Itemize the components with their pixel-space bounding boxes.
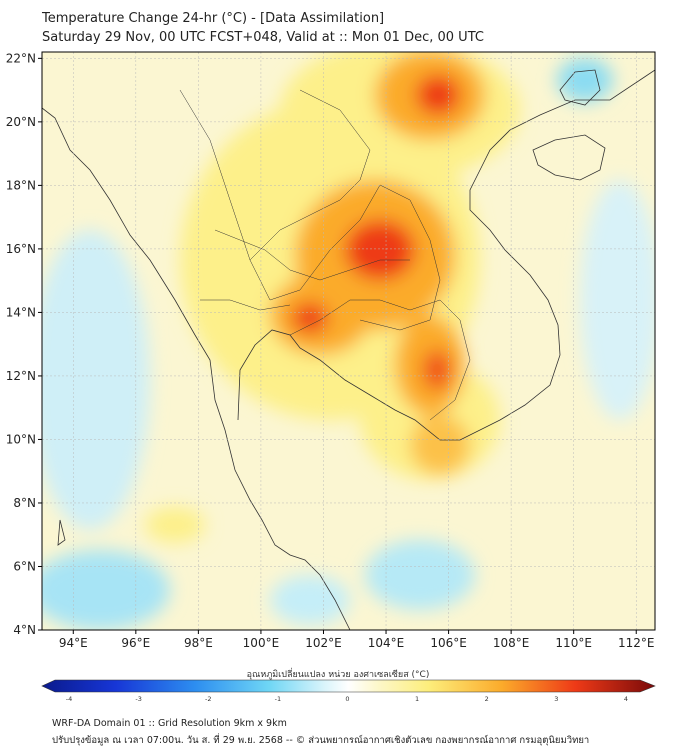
cool-gulf-west — [270, 575, 350, 625]
hainan-island — [532, 134, 606, 181]
red-core-coast — [292, 303, 328, 333]
border-line-3 — [289, 299, 471, 421]
lon-tick-label: 104°E — [368, 636, 405, 650]
lat-tick-label: 10°N — [6, 432, 36, 446]
cool-hainan — [557, 58, 613, 102]
graticule — [38, 52, 655, 634]
colorbar-title: อุณหภูมิเปลี่ยนแปลง หน่วย องศาเซลเซียส (… — [246, 670, 430, 680]
lat-tick-label: 20°N — [6, 115, 36, 129]
border-line-4 — [214, 229, 410, 281]
colorbar-ticks: -4 -3 -2 -1 0 1 2 3 4 — [66, 695, 628, 703]
lat-tick-label: 8°N — [13, 496, 36, 510]
red-core-northeast — [345, 220, 415, 280]
provincial-borders — [179, 89, 471, 421]
border-line-5 — [200, 299, 291, 311]
cool-scs — [580, 180, 655, 420]
colorbar-tick-label: 2 — [485, 695, 489, 703]
cool-gulf-south — [365, 540, 475, 610]
border-line-1 — [179, 89, 441, 331]
colorbar-tick-label: -2 — [205, 695, 211, 703]
warm-andaman-patch — [145, 507, 205, 543]
colorbar-tick-label: 4 — [624, 695, 628, 703]
lon-tick-label: 96°E — [121, 636, 150, 650]
lat-tick-label: 12°N — [6, 369, 36, 383]
lat-tick-label: 22°N — [6, 51, 36, 65]
map-frame — [41, 51, 656, 631]
lon-tick-label: 102°E — [305, 636, 342, 650]
longitude-labels: 94°E 96°E 98°E 100°E 102°E 104°E 106°E 108°E 110… — [59, 636, 655, 650]
lat-tick-label: 6°N — [13, 559, 36, 573]
andaman-islands — [57, 519, 66, 546]
map-title: Temperature Change 24-hr (°C) - [Data As… — [42, 11, 385, 26]
lon-tick-label: 94°E — [59, 636, 88, 650]
lat-tick-label: 16°N — [6, 242, 36, 256]
colorbar-tick-label: 0 — [345, 695, 349, 703]
lat-tick-label: 14°N — [6, 305, 36, 319]
lon-tick-label: 100°E — [243, 636, 280, 650]
colorbar-tick-label: 1 — [415, 695, 419, 703]
colorbar-tick-label: -1 — [275, 695, 281, 703]
leizhou — [559, 69, 601, 106]
cool-malacca — [42, 550, 170, 630]
colorbar-tick-label: -3 — [135, 695, 141, 703]
footer-model-info: WRF-DA Domain 01 :: Grid Resolution 9km … — [52, 718, 287, 729]
latitude-labels: 4°N 6°N 8°N 10°N 12°N 14°N 16°N 18°N 20°N 22°N — [6, 51, 36, 637]
lon-tick-label: 110°E — [555, 636, 592, 650]
lon-tick-label: 112°E — [618, 636, 655, 650]
footer-update-info: ปรับปรุงข้อมูล ณ เวลา 07:00น. วัน ส. ที่… — [52, 735, 590, 746]
temperature-field — [42, 52, 655, 630]
lon-tick-label: 98°E — [184, 636, 213, 650]
red-core-vietnam — [416, 75, 460, 115]
lon-tick-label: 108°E — [493, 636, 530, 650]
orange-delta — [410, 415, 470, 475]
map-subtitle: Saturday 29 Nov, 00 UTC FCST+048, Valid … — [42, 30, 484, 45]
red-core-cambodia — [423, 350, 451, 390]
coast-west — [42, 107, 351, 630]
border-line-2 — [249, 89, 371, 261]
lon-tick-label: 106°E — [430, 636, 467, 650]
coastlines — [42, 69, 655, 630]
colorbar-tick-label: -4 — [66, 695, 72, 703]
lat-tick-label: 4°N — [13, 623, 36, 637]
coast-east — [237, 69, 655, 441]
cool-andaman — [42, 230, 150, 530]
lat-tick-label: 18°N — [6, 178, 36, 192]
colorbar — [41, 679, 656, 693]
colorbar-tick-label: 3 — [554, 695, 558, 703]
